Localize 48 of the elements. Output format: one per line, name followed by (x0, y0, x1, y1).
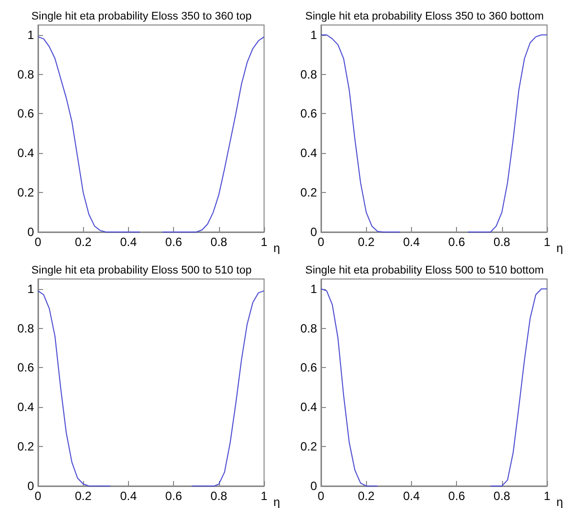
chart-title: Single hit eta probability Eloss 500 to 510 top (31, 264, 252, 276)
x-tick-label: 1 (544, 235, 551, 249)
x-tick-label: 0.4 (403, 489, 420, 503)
y-tick-label: 0.8 (17, 321, 34, 336)
y-tick-label: 1 (27, 282, 34, 296)
x-tick-label: 0.8 (210, 489, 228, 503)
y-tick-label: 0.2 (300, 440, 318, 454)
y-tick-label: 1 (310, 282, 318, 296)
x-tick-label: 0.8 (494, 489, 511, 503)
y-tick-label: 0.8 (17, 67, 34, 82)
x-tick-label: 0.8 (494, 235, 511, 249)
x-tick-label: 1 (260, 235, 268, 249)
y-tick-label: 0.4 (17, 400, 34, 414)
x-tick-label: 0.2 (74, 489, 92, 503)
x-tick-label: 1 (544, 489, 551, 503)
x-tick-label: 1 (260, 489, 268, 503)
y-tick-label: 1 (310, 28, 318, 42)
y-tick-label: 0.4 (300, 146, 318, 160)
x-tick-label: 0.6 (165, 489, 182, 503)
y-tick-label: 0.8 (300, 321, 318, 336)
y-tick-label: 0 (27, 479, 34, 493)
x-tick-label: 0.4 (120, 489, 138, 503)
x-tick-label: 0.2 (358, 489, 375, 503)
x-tick-label: 0.2 (358, 235, 375, 249)
y-tick-label: 1 (27, 28, 34, 42)
y-tick-label: 0.2 (300, 186, 318, 200)
chart-title: Single hit eta probability Eloss 500 to 510 bottom (305, 264, 544, 276)
y-tick-label: 0 (310, 225, 318, 239)
x-tick-label: 0.6 (448, 235, 466, 249)
chart-title: Single hit eta probability Eloss 350 to 360 bottom (305, 10, 544, 22)
y-tick-label: 0 (310, 479, 318, 493)
x-tick-label: 0.6 (448, 489, 466, 503)
chart-title: Single hit eta probability Eloss 350 to 360 top (31, 10, 252, 22)
x-tick-label: 0.6 (165, 235, 182, 249)
y-tick-label: 0.6 (300, 360, 318, 375)
y-tick-label: 0.6 (300, 106, 318, 121)
y-tick-label: 0.2 (17, 186, 34, 200)
x-tick-label: 0.8 (210, 235, 228, 249)
y-tick-label: 0 (27, 225, 34, 239)
y-tick-label: 0.4 (300, 400, 318, 414)
x-tick-label: 0.4 (120, 235, 138, 249)
y-tick-label: 0.6 (17, 360, 34, 375)
x-tick-label: 0.4 (403, 235, 420, 249)
x-tick-label: 0.2 (74, 235, 92, 249)
y-tick-label: 0.8 (300, 67, 318, 82)
y-tick-label: 0.6 (17, 106, 34, 121)
y-tick-label: 0.2 (17, 440, 34, 454)
y-tick-label: 0.4 (17, 146, 34, 160)
